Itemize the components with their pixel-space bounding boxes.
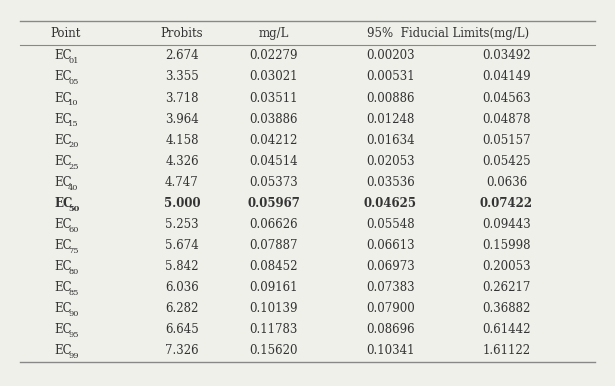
Text: 99: 99 bbox=[68, 352, 79, 360]
Text: 0.06613: 0.06613 bbox=[366, 239, 415, 252]
Text: 3.964: 3.964 bbox=[165, 113, 199, 125]
Text: 95%  Fiducial Limits(mg/L): 95% Fiducial Limits(mg/L) bbox=[367, 27, 530, 41]
Text: 0.01634: 0.01634 bbox=[366, 134, 415, 147]
Text: 80: 80 bbox=[68, 268, 78, 276]
Text: 6.645: 6.645 bbox=[165, 323, 199, 336]
Text: mg/L: mg/L bbox=[259, 27, 289, 41]
Text: 0.07422: 0.07422 bbox=[480, 197, 533, 210]
Text: 0.04625: 0.04625 bbox=[363, 197, 416, 210]
Text: 0.10341: 0.10341 bbox=[366, 344, 415, 357]
Text: EC: EC bbox=[54, 344, 72, 357]
Text: 3.718: 3.718 bbox=[165, 91, 199, 105]
Text: 1.61122: 1.61122 bbox=[482, 344, 531, 357]
Text: 0.04878: 0.04878 bbox=[482, 113, 531, 125]
Text: 0.03492: 0.03492 bbox=[482, 49, 531, 63]
Text: Probits: Probits bbox=[161, 27, 204, 41]
Text: EC: EC bbox=[54, 218, 72, 231]
Text: 95: 95 bbox=[68, 331, 79, 339]
Text: 0.10139: 0.10139 bbox=[250, 302, 298, 315]
Text: 0.11783: 0.11783 bbox=[250, 323, 298, 336]
Text: 15: 15 bbox=[68, 120, 79, 129]
Text: EC: EC bbox=[54, 91, 72, 105]
Text: 5.842: 5.842 bbox=[165, 260, 199, 273]
Text: 0.04514: 0.04514 bbox=[250, 155, 298, 168]
Text: EC: EC bbox=[54, 197, 73, 210]
Text: 0.08452: 0.08452 bbox=[250, 260, 298, 273]
Text: 75: 75 bbox=[68, 247, 79, 255]
Text: 0.26217: 0.26217 bbox=[482, 281, 531, 294]
Text: 6.036: 6.036 bbox=[165, 281, 199, 294]
Text: 10: 10 bbox=[68, 99, 79, 107]
Text: 50: 50 bbox=[68, 205, 79, 213]
Text: 0.05157: 0.05157 bbox=[482, 134, 531, 147]
Text: EC: EC bbox=[54, 113, 72, 125]
Text: 4.747: 4.747 bbox=[165, 176, 199, 189]
Text: 0.07383: 0.07383 bbox=[366, 281, 415, 294]
Text: 0.06973: 0.06973 bbox=[366, 260, 415, 273]
Text: EC: EC bbox=[54, 155, 72, 168]
Text: EC: EC bbox=[54, 281, 72, 294]
Text: 90: 90 bbox=[68, 310, 79, 318]
Text: 0.04563: 0.04563 bbox=[482, 91, 531, 105]
Text: 0.36882: 0.36882 bbox=[482, 302, 531, 315]
Text: EC: EC bbox=[54, 260, 72, 273]
Text: 0.15620: 0.15620 bbox=[250, 344, 298, 357]
Text: 0.04149: 0.04149 bbox=[482, 71, 531, 83]
Text: 0.20053: 0.20053 bbox=[482, 260, 531, 273]
Text: 85: 85 bbox=[68, 289, 79, 297]
Text: 0.03511: 0.03511 bbox=[250, 91, 298, 105]
Text: 0.02279: 0.02279 bbox=[250, 49, 298, 63]
Text: 6.282: 6.282 bbox=[165, 302, 199, 315]
Text: 0.09443: 0.09443 bbox=[482, 218, 531, 231]
Text: 5.253: 5.253 bbox=[165, 218, 199, 231]
Text: EC: EC bbox=[54, 176, 72, 189]
Text: 4.326: 4.326 bbox=[165, 155, 199, 168]
Text: 0.06626: 0.06626 bbox=[250, 218, 298, 231]
Text: EC: EC bbox=[54, 134, 72, 147]
Text: EC: EC bbox=[54, 71, 72, 83]
Text: 0.04212: 0.04212 bbox=[250, 134, 298, 147]
Text: 0.09161: 0.09161 bbox=[250, 281, 298, 294]
Text: 05: 05 bbox=[68, 78, 79, 86]
Text: EC: EC bbox=[54, 239, 72, 252]
Text: 0.15998: 0.15998 bbox=[482, 239, 531, 252]
Text: Point: Point bbox=[50, 27, 81, 41]
Text: 5.674: 5.674 bbox=[165, 239, 199, 252]
Text: 0.00203: 0.00203 bbox=[366, 49, 415, 63]
Text: EC: EC bbox=[54, 323, 72, 336]
Text: EC: EC bbox=[54, 49, 72, 63]
Text: 0.00886: 0.00886 bbox=[366, 91, 415, 105]
Text: 0.02053: 0.02053 bbox=[366, 155, 415, 168]
Text: 0.01248: 0.01248 bbox=[366, 113, 415, 125]
Text: 40: 40 bbox=[68, 184, 79, 191]
Text: 0.03886: 0.03886 bbox=[250, 113, 298, 125]
Text: 0.07887: 0.07887 bbox=[250, 239, 298, 252]
Text: 0.05967: 0.05967 bbox=[247, 197, 300, 210]
Text: 20: 20 bbox=[68, 141, 79, 149]
Text: 0.0636: 0.0636 bbox=[486, 176, 527, 189]
Text: 7.326: 7.326 bbox=[165, 344, 199, 357]
Text: 0.05425: 0.05425 bbox=[482, 155, 531, 168]
Text: 2.674: 2.674 bbox=[165, 49, 199, 63]
Text: 60: 60 bbox=[68, 226, 79, 234]
Text: 0.61442: 0.61442 bbox=[482, 323, 531, 336]
Text: 25: 25 bbox=[68, 163, 79, 171]
Text: 0.05548: 0.05548 bbox=[366, 218, 415, 231]
Text: 0.00531: 0.00531 bbox=[366, 71, 415, 83]
Text: 0.08696: 0.08696 bbox=[366, 323, 415, 336]
Text: 0.03021: 0.03021 bbox=[250, 71, 298, 83]
Text: 0.03536: 0.03536 bbox=[366, 176, 415, 189]
Text: 01: 01 bbox=[68, 57, 79, 65]
Text: EC: EC bbox=[54, 302, 72, 315]
Text: 0.07900: 0.07900 bbox=[366, 302, 415, 315]
Text: 0.05373: 0.05373 bbox=[250, 176, 298, 189]
Text: 5.000: 5.000 bbox=[164, 197, 200, 210]
Text: 4.158: 4.158 bbox=[165, 134, 199, 147]
Text: 3.355: 3.355 bbox=[165, 71, 199, 83]
